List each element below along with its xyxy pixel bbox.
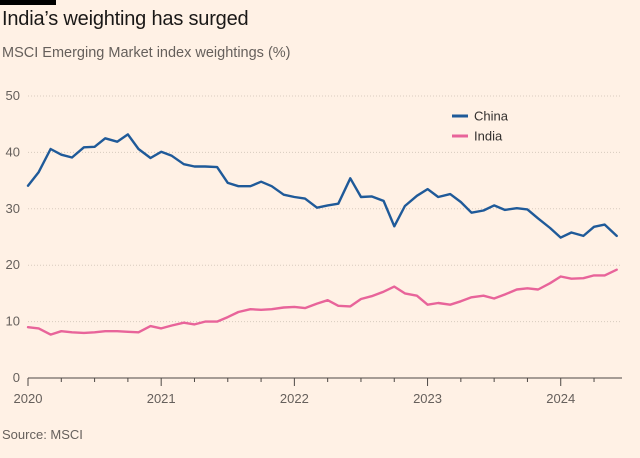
y-axis: 0 10 20 30 40 50 (6, 88, 20, 385)
series-line-india (26, 268, 618, 336)
legend-label-china: China (474, 109, 509, 124)
series-line-china (26, 133, 618, 239)
y-tick-label: 20 (6, 257, 20, 272)
source-note: Source: MSCI (2, 427, 83, 442)
y-tick-label: 30 (6, 201, 20, 216)
chart-subtitle: MSCI Emerging Market index weightings (%… (2, 45, 291, 61)
legend-label-india: India (474, 129, 503, 144)
chart-title: India’s weighting has surged (2, 8, 249, 30)
x-axis: 2020 2021 2022 2023 2024 (14, 377, 622, 406)
legend: China India (452, 109, 509, 144)
x-tick-label: 2024 (546, 391, 575, 406)
x-tick-label: 2023 (413, 391, 442, 406)
y-tick-label: 0 (13, 370, 20, 385)
brand-bar (0, 0, 56, 5)
y-tick-label: 10 (6, 314, 20, 329)
y-tick-label: 40 (6, 144, 20, 159)
series-lines (26, 133, 618, 336)
x-tick-label: 2021 (147, 391, 176, 406)
y-tick-label: 50 (6, 88, 20, 103)
x-tick-label: 2020 (14, 391, 43, 406)
x-tick-label: 2022 (280, 391, 309, 406)
